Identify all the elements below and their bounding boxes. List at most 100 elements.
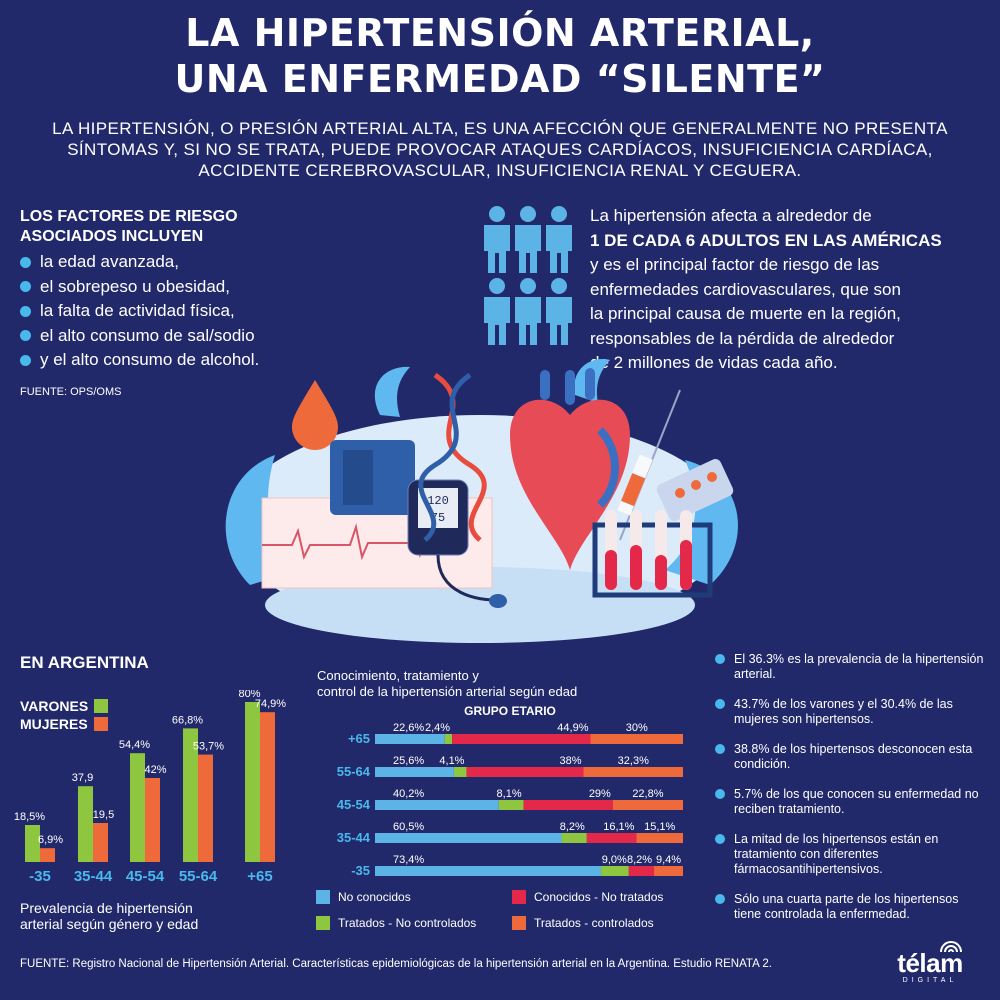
age-tick-label: 45-54 [126, 868, 165, 885]
person-icon [515, 278, 541, 345]
bullet-dot-icon [20, 354, 31, 366]
argentina-title: EN ARGENTINA [20, 653, 149, 672]
risk-factor-label: el sobrepeso u obesidad, [40, 276, 230, 296]
bar-men [245, 702, 260, 862]
age-tick-label: +65 [247, 868, 272, 885]
stacked-segment [612, 800, 683, 810]
bar-value-label: 19,5 [93, 809, 114, 821]
bar-value-label: 80% [238, 690, 260, 700]
risk-factor-item: la edad avanzada, [20, 250, 259, 275]
bullet-dot-icon [20, 305, 31, 317]
fact-item: 43.7% de los varones y el 30.4% de las m… [715, 697, 985, 727]
segment-value-label: 16,1% [603, 821, 634, 833]
person-icon [484, 206, 510, 273]
legend-swatch [316, 890, 330, 904]
fact-item: El 36.3% es la prevalencia de la hiperte… [715, 652, 985, 682]
bar-women [40, 848, 55, 862]
segment-value-label: 8,2% [560, 821, 585, 833]
stacked-segment [654, 866, 683, 876]
stacked-title-line-1: Conocimiento, tratamiento y [317, 668, 479, 683]
stacked-legend-item: No conocidos [316, 890, 411, 904]
title-line-1: LA HIPERTENSIÓN ARTERIAL, [185, 11, 815, 55]
fact-item: 5.7% de los que conocen su enfermedad no… [715, 787, 985, 817]
fact-text: 43.7% de los varones y el 30.4% de las m… [734, 697, 953, 726]
test-tubes-icon [592, 510, 713, 598]
stacked-segment [444, 734, 453, 744]
risk-factor-label: el alto consumo de sal/sodio [40, 325, 255, 345]
fact-text: 38.8% de los hipertensos desconocen esta… [734, 742, 973, 771]
americas-line-1: La hipertensión afecta a alrededor de [590, 206, 872, 225]
segment-value-label: 30% [626, 722, 648, 734]
blood-pressure-cuff [330, 440, 415, 515]
segment-value-label: 22,6% [393, 722, 424, 734]
segment-value-label: 25,6% [393, 755, 424, 767]
legend-men-label: VARONES [20, 698, 89, 714]
stacked-chart-legend: No conocidos Tratados - No controlados Con… [316, 890, 696, 940]
source-ops: FUENTE: OPS/OMS [20, 386, 122, 398]
segment-value-label: 8,2% [627, 854, 652, 866]
telam-logo: télam DIGITAL [893, 940, 967, 985]
legend-label: Conocidos - No tratados [534, 890, 664, 904]
legend-women-label: MUJERES [20, 716, 88, 732]
stacked-segment [453, 767, 467, 777]
bar-women [260, 712, 275, 862]
facts-list: El 36.3% es la prevalencia de la hiperte… [715, 652, 985, 937]
stacked-category-label: 55-64 [337, 764, 371, 779]
intro-text: LA HIPERTENSIÓN, O PRESIÓN ARTERIAL ALTA… [52, 119, 948, 180]
risk-factor-label: la falta de actividad física, [40, 301, 235, 321]
group-header: GRUPO ETARIO [464, 704, 556, 718]
legend-swatch [512, 916, 526, 930]
logo-wordmark: télam [897, 948, 963, 978]
legend-women: MUJERES [20, 715, 108, 733]
bar-value-label: 74,9% [255, 698, 286, 710]
bar-value-label: 53,7% [193, 741, 224, 753]
bar-men [183, 728, 198, 862]
americas-text: La hipertensión afecta a alrededor de 1 … [590, 204, 990, 376]
bar-value-label: 18,5% [14, 811, 45, 823]
people-icon-group [484, 206, 572, 345]
risk-factors-list: la edad avanzada, el sobrepeso u obesidad… [20, 250, 259, 373]
stacked-segment [375, 833, 562, 843]
risk-factor-item: el sobrepeso u obesidad, [20, 275, 259, 300]
risk-factors-title: LOS FACTORES DE RIESGO ASOCIADOS INCLUYE… [20, 207, 238, 247]
stacked-category-label: +65 [348, 731, 370, 746]
segment-value-label: 44,9% [557, 722, 588, 734]
bar-caption-line-1: Prevalencia de hipertensión [20, 900, 193, 916]
bar-women [93, 823, 108, 862]
stacked-category-label: 35-44 [337, 830, 371, 845]
bullet-dot-icon [715, 894, 725, 904]
stacked-segment [561, 833, 587, 843]
bullet-dot-icon [715, 744, 725, 754]
person-icon [484, 278, 510, 345]
stacked-title-line-2: control de la hipertensión arterial segú… [317, 684, 578, 699]
risk-title-line-1: LOS FACTORES DE RIESGO [20, 208, 238, 225]
stacked-segment [523, 800, 613, 810]
bullet-dot-icon [715, 699, 725, 709]
segment-value-label: 29% [589, 788, 611, 800]
stacked-segment [498, 800, 524, 810]
bullet-dot-icon [715, 654, 725, 664]
age-tick-label: 35-44 [74, 868, 113, 885]
fact-text: Sólo una cuarta parte de los hipertensos… [734, 892, 959, 921]
bullet-dot-icon [715, 834, 725, 844]
stacked-category-label: -35 [351, 863, 370, 878]
legend-label: Tratados - controlados [534, 916, 654, 930]
fact-text: 5.7% de los que conocen su enfermedad no… [734, 787, 979, 816]
age-tick-label: -35 [29, 868, 51, 885]
americas-line-2: 1 DE CADA 6 ADULTOS EN LAS AMÉRICAS [590, 230, 942, 250]
broadcast-icon [940, 941, 962, 953]
stacked-segment [375, 767, 454, 777]
risk-factor-item: el alto consumo de sal/sodio [20, 324, 259, 349]
stacked-segment [590, 734, 683, 744]
legend-men: VARONES [20, 697, 109, 715]
blood-drop-icon [292, 380, 338, 450]
segment-value-label: 9,0% [602, 854, 627, 866]
segment-value-label: 8,1% [497, 788, 522, 800]
footer-source: FUENTE: Registro Nacional de Hipertensió… [20, 958, 772, 970]
person-icon [515, 206, 541, 273]
stacked-legend-item: Tratados - No controlados [316, 916, 476, 930]
heart-icon [510, 368, 630, 570]
stacked-bar-chart: GRUPO ETARIO +65 22,6% 2,4% 44,9% 30% 55-64 25,… [337, 704, 683, 878]
stacked-segment [583, 767, 683, 777]
segment-value-label: 60,5% [393, 821, 424, 833]
